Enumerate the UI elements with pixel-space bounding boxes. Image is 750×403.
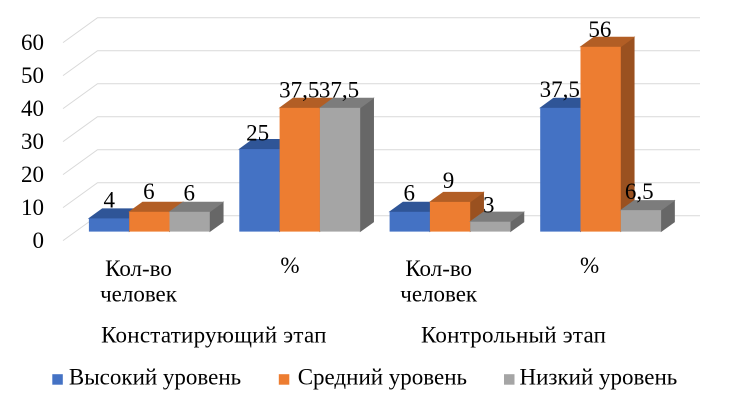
svg-text:20: 20 — [21, 162, 44, 187]
svg-text:Низкий уровень: Низкий уровень — [520, 365, 678, 390]
svg-text:25: 25 — [246, 120, 269, 145]
svg-text:Контрольный этап: Контрольный этап — [421, 323, 606, 348]
svg-text:10: 10 — [21, 195, 44, 220]
svg-text:40: 40 — [21, 96, 44, 121]
svg-text:Кол-во: Кол-во — [105, 256, 172, 281]
svg-text:%: % — [580, 253, 599, 278]
svg-text:30: 30 — [21, 129, 44, 154]
svg-text:0: 0 — [33, 228, 45, 253]
svg-text:Высокий уровень: Высокий уровень — [69, 365, 241, 390]
svg-text:3: 3 — [483, 192, 495, 217]
svg-text:6: 6 — [403, 181, 415, 206]
svg-text:9: 9 — [443, 168, 455, 193]
svg-text:56: 56 — [588, 17, 611, 42]
svg-text:%: % — [280, 253, 299, 278]
svg-text:человек: человек — [100, 282, 178, 307]
svg-text:37,5: 37,5 — [319, 78, 359, 103]
svg-text:50: 50 — [21, 63, 44, 88]
svg-text:37,5: 37,5 — [279, 78, 319, 103]
svg-text:человек: человек — [400, 282, 478, 307]
svg-text:Констатирующий этап: Констатирующий этап — [101, 323, 327, 348]
svg-text:6: 6 — [184, 181, 196, 206]
svg-text:Средний уровень: Средний уровень — [298, 365, 467, 390]
svg-text:60: 60 — [21, 30, 44, 55]
svg-text:4: 4 — [104, 187, 116, 212]
svg-text:6,5: 6,5 — [625, 179, 654, 204]
svg-text:37,5: 37,5 — [540, 77, 580, 102]
svg-text:Кол-во: Кол-во — [405, 256, 472, 281]
svg-text:6: 6 — [143, 179, 155, 204]
